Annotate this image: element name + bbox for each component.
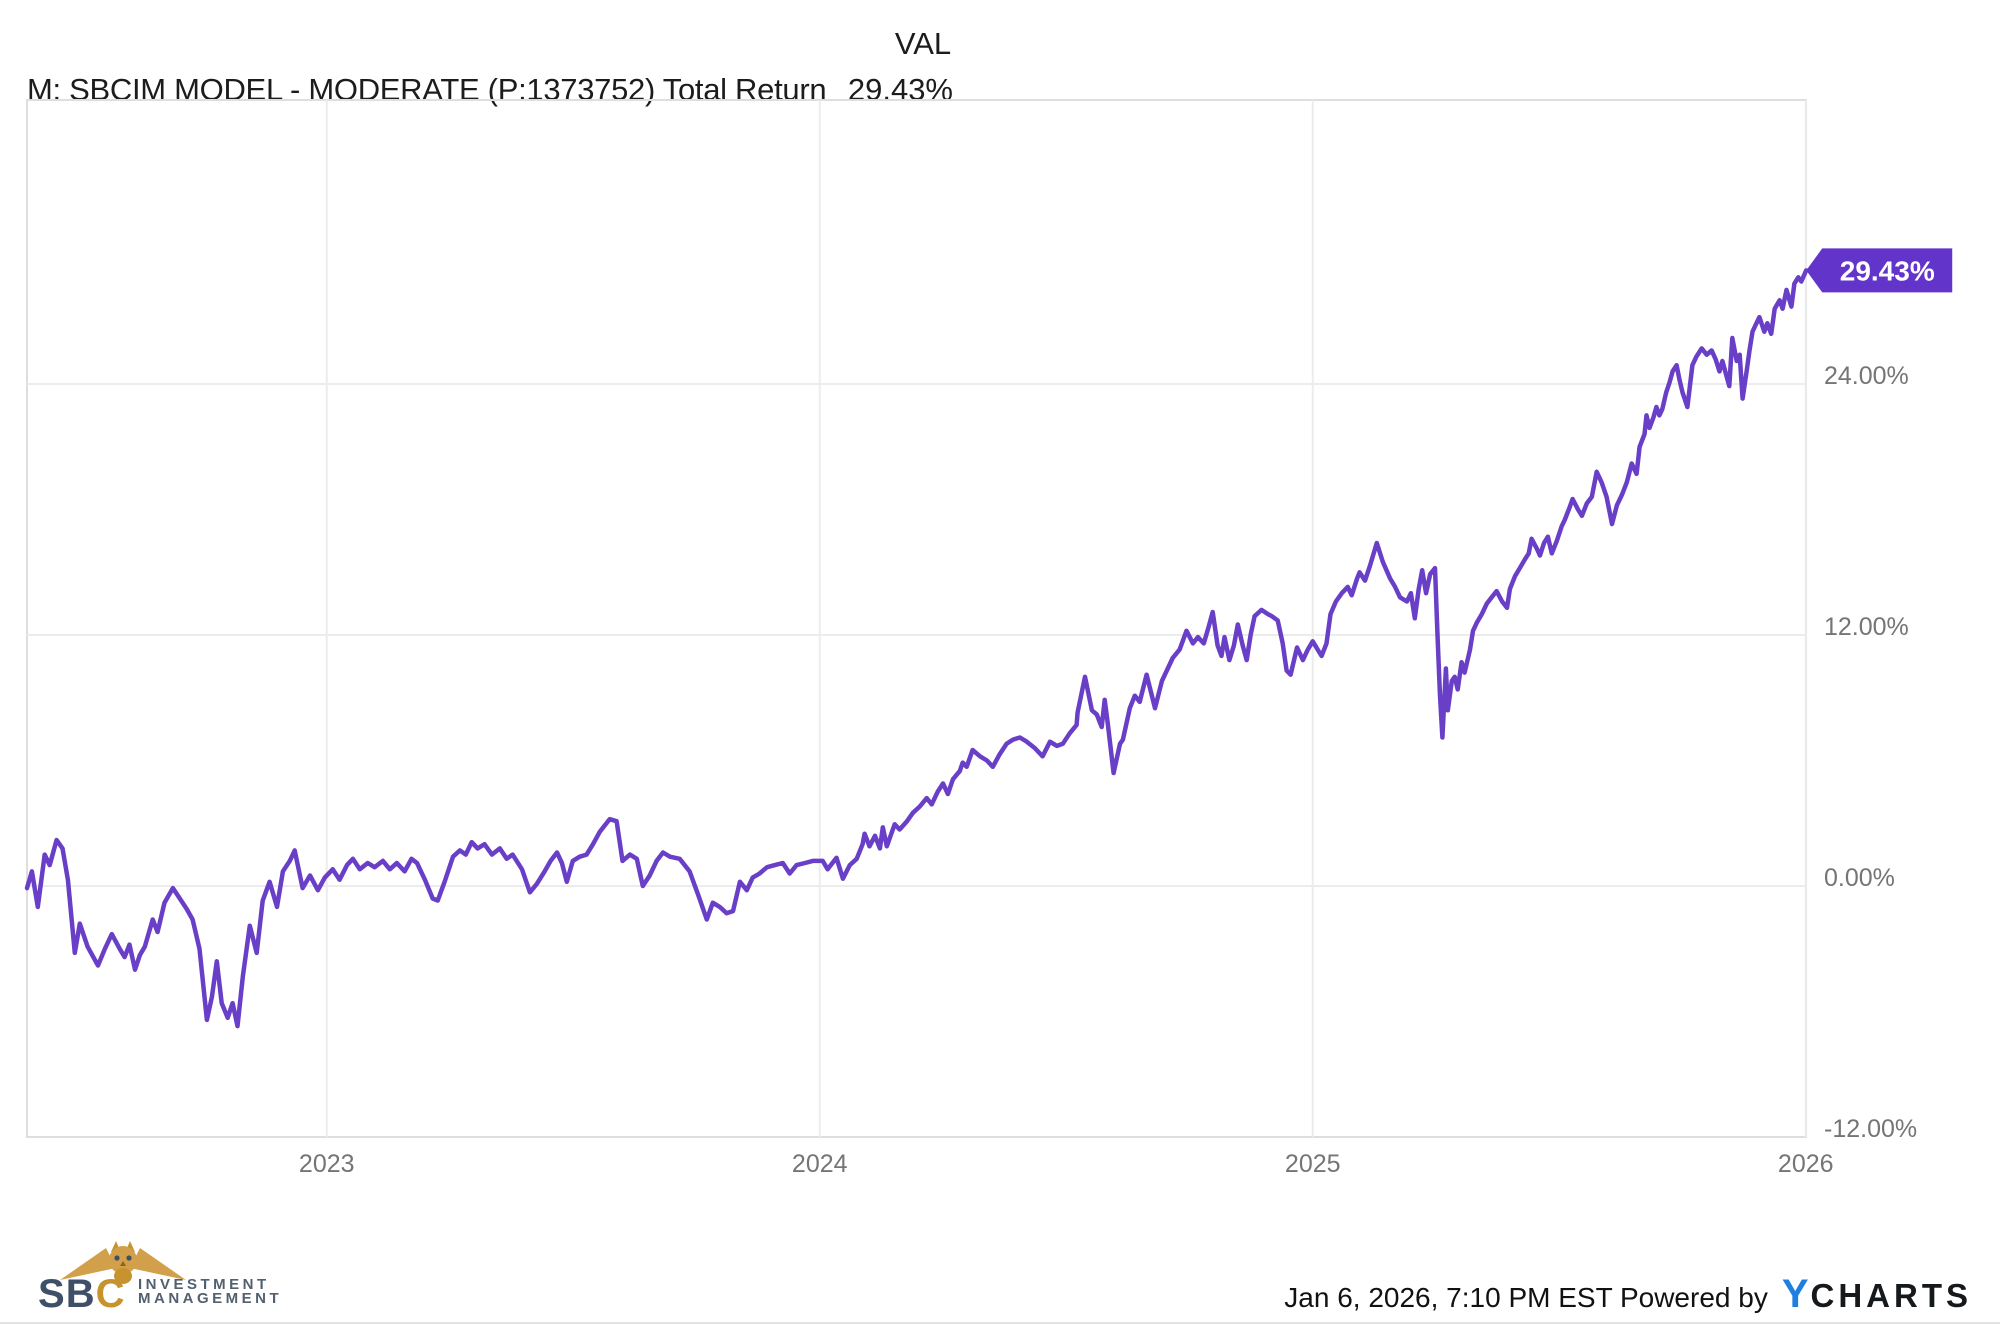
x-axis-label-2026: 2026 [1778,1150,1834,1178]
y-axis-label--12.00%: -12.00% [1824,1115,1917,1143]
val-column-header: VAL [894,26,952,61]
owl-icon [60,1241,186,1284]
y-axis-label-24.00%: 24.00% [1824,362,1909,390]
bottom-divider [0,1322,2000,1324]
series-line [24,268,1809,1029]
sbc-tagline-line1: INVESTMENT [138,1276,270,1293]
sbc-wordmark: SBC [38,1272,126,1316]
sbc-tagline-line2: MANAGEMENT [138,1290,283,1307]
ycharts-wordmark: CHARTS [1810,1277,1972,1314]
plot-border [26,99,1807,1138]
value-badge [1806,248,1953,293]
ycharts-y-icon: Y [1781,1272,1811,1316]
x-axis-label-2023: 2023 [299,1150,355,1178]
footer-timestamp: Jan 6, 2026, 7:10 PM EST Powered by [1284,1282,1768,1313]
ycharts-logo: YCHARTS [1782,1272,1972,1317]
sbc-logo: SBC INVESTMENT MANAGEMENT [38,1238,338,1318]
y-axis-label-12.00%: 12.00% [1824,613,1909,641]
x-axis-label-2025: 2025 [1285,1150,1341,1178]
sbc-tagline: INVESTMENT MANAGEMENT [138,1276,283,1307]
footer-attribution: Jan 6, 2026, 7:10 PM EST Powered by YCHA… [1284,1272,1972,1317]
chart-title: M: SBCIM MODEL - MODERATE (P:1373752) To… [27,72,827,107]
y-axis-label-0.00%: 0.00% [1824,864,1895,892]
val-current-value: 29.43% [847,72,953,107]
x-axis-label-2024: 2024 [792,1150,848,1178]
value-badge-label: 29.43% [1840,255,1935,286]
